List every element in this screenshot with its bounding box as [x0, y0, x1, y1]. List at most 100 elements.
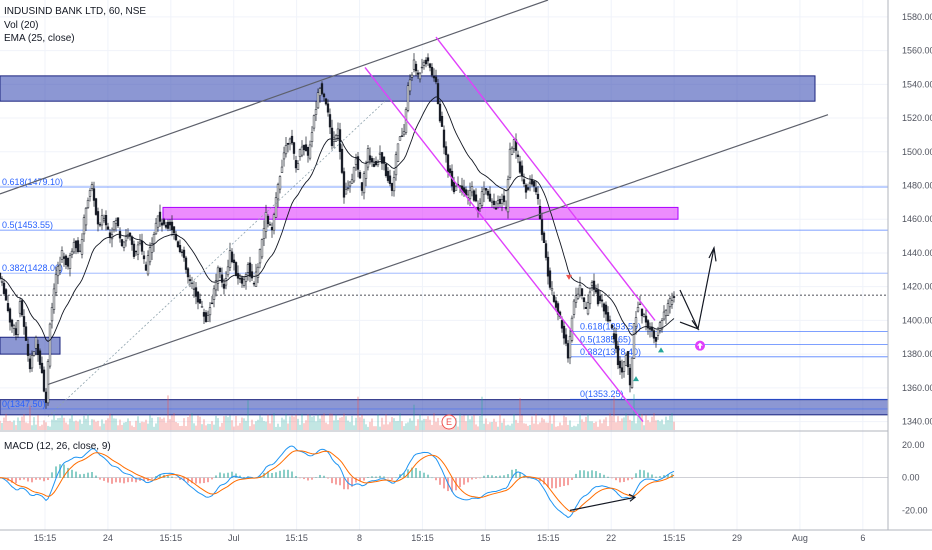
volume-bar: [171, 415, 173, 430]
macd-histogram-bar: [295, 476, 297, 478]
candle-body: [532, 181, 536, 187]
volume-bar: [465, 421, 467, 430]
volume-bar: [173, 413, 175, 430]
macd-histogram-bar: [423, 472, 425, 478]
candle-body: [120, 239, 124, 247]
volume-bar: [299, 424, 301, 430]
fib-label: 0.618(1393.50): [580, 321, 641, 331]
candle-body: [672, 296, 676, 298]
macd-histogram-bar: [375, 476, 377, 478]
fib-label: 0(1347.50): [2, 399, 46, 409]
volume-bar: [643, 425, 645, 430]
volume-bar: [235, 415, 237, 430]
volume-bar: [239, 423, 241, 430]
macd-histogram-bar: [243, 476, 245, 478]
candle-body: [642, 314, 646, 317]
macd-histogram-bar: [215, 475, 217, 478]
macd-histogram-bar: [259, 475, 261, 478]
volume-bar: [481, 396, 483, 430]
candle-body: [108, 232, 112, 238]
volume-bar: [339, 417, 341, 430]
volume-bar: [35, 424, 37, 430]
volume-bar: [67, 424, 69, 430]
macd-histogram-bar: [199, 477, 201, 484]
macd-histogram-bar: [663, 475, 665, 478]
candle-body: [432, 76, 436, 79]
candle-body: [620, 367, 624, 373]
price-tick-label: 1580.00: [902, 12, 932, 22]
volume-bar: [349, 422, 351, 430]
macd-histogram-bar: [507, 474, 509, 478]
candle-body: [446, 154, 450, 173]
candle-body: [142, 255, 146, 260]
candle-body: [260, 239, 264, 258]
volume-bar: [113, 418, 115, 430]
volume-bar: [335, 414, 337, 430]
macd-histogram-bar: [103, 477, 105, 481]
candle-body: [594, 289, 598, 293]
candle-body: [214, 280, 218, 291]
volume-bar: [459, 413, 461, 430]
time-tick-label: 15:15: [285, 533, 308, 543]
volume-bar: [401, 421, 403, 430]
macd-legend[interactable]: MACD (12, 26, close, 9): [4, 441, 111, 452]
candle-body: [358, 172, 362, 179]
candle-body: [496, 200, 500, 205]
candle-body: [348, 181, 352, 187]
macd-histogram-bar: [11, 477, 13, 483]
candle-body: [336, 128, 340, 136]
macd-histogram-bar: [643, 470, 645, 478]
candle-body: [426, 57, 430, 62]
volume-bar: [523, 423, 525, 430]
candle-body: [76, 240, 80, 253]
volume-bar: [303, 423, 305, 430]
volume-bar: [105, 420, 107, 430]
volume-bar: [297, 418, 299, 430]
symbol-legend[interactable]: INDUSIND BANK LTD, 60, NSE: [4, 6, 147, 17]
volume-bar: [0, 420, 1, 430]
candle-body: [634, 317, 638, 327]
macd-histogram-bar: [83, 473, 85, 478]
candle-body: [232, 259, 236, 263]
macd-histogram-bar: [595, 471, 597, 478]
candle-body: [668, 298, 672, 308]
candle-body: [202, 312, 206, 317]
macd-histogram-bar: [647, 472, 649, 478]
divergence-arrow: [569, 496, 636, 511]
volume-bar: [281, 417, 283, 430]
volume-bar: [27, 423, 29, 430]
volume-bar: [457, 426, 459, 430]
macd-histogram-bar: [187, 477, 189, 483]
volume-bar: [615, 422, 617, 430]
volume-bar: [651, 416, 653, 430]
volume-bar: [277, 423, 279, 430]
candle-body: [576, 293, 580, 300]
volume-bar: [409, 418, 411, 430]
candle-body: [258, 248, 262, 264]
volume-bar: [165, 422, 167, 430]
macd-histogram-bar: [123, 477, 125, 484]
macd-histogram-bar: [391, 477, 393, 480]
volume-bar: [489, 422, 491, 430]
volume-bar: [379, 426, 381, 430]
channel-lower-line: [47, 114, 829, 386]
candle-body: [628, 367, 632, 386]
ema-legend[interactable]: EMA (25, close): [4, 33, 75, 44]
candle-body: [168, 221, 172, 226]
volume-bar: [469, 419, 471, 430]
macd-histogram-bar: [503, 475, 505, 478]
candle-body: [608, 319, 612, 322]
macd-histogram-bar: [415, 467, 417, 478]
candle-body: [10, 319, 14, 327]
candle-body: [222, 283, 226, 289]
candle-body: [186, 268, 190, 278]
volume-bar: [227, 417, 229, 430]
volume-bar: [437, 417, 439, 430]
volume-bar: [241, 417, 243, 430]
candle-body: [216, 267, 220, 284]
candle-body: [660, 320, 664, 330]
volume-legend[interactable]: Vol (20): [4, 20, 39, 31]
volume-bar: [33, 417, 35, 430]
candle-body: [484, 188, 488, 191]
